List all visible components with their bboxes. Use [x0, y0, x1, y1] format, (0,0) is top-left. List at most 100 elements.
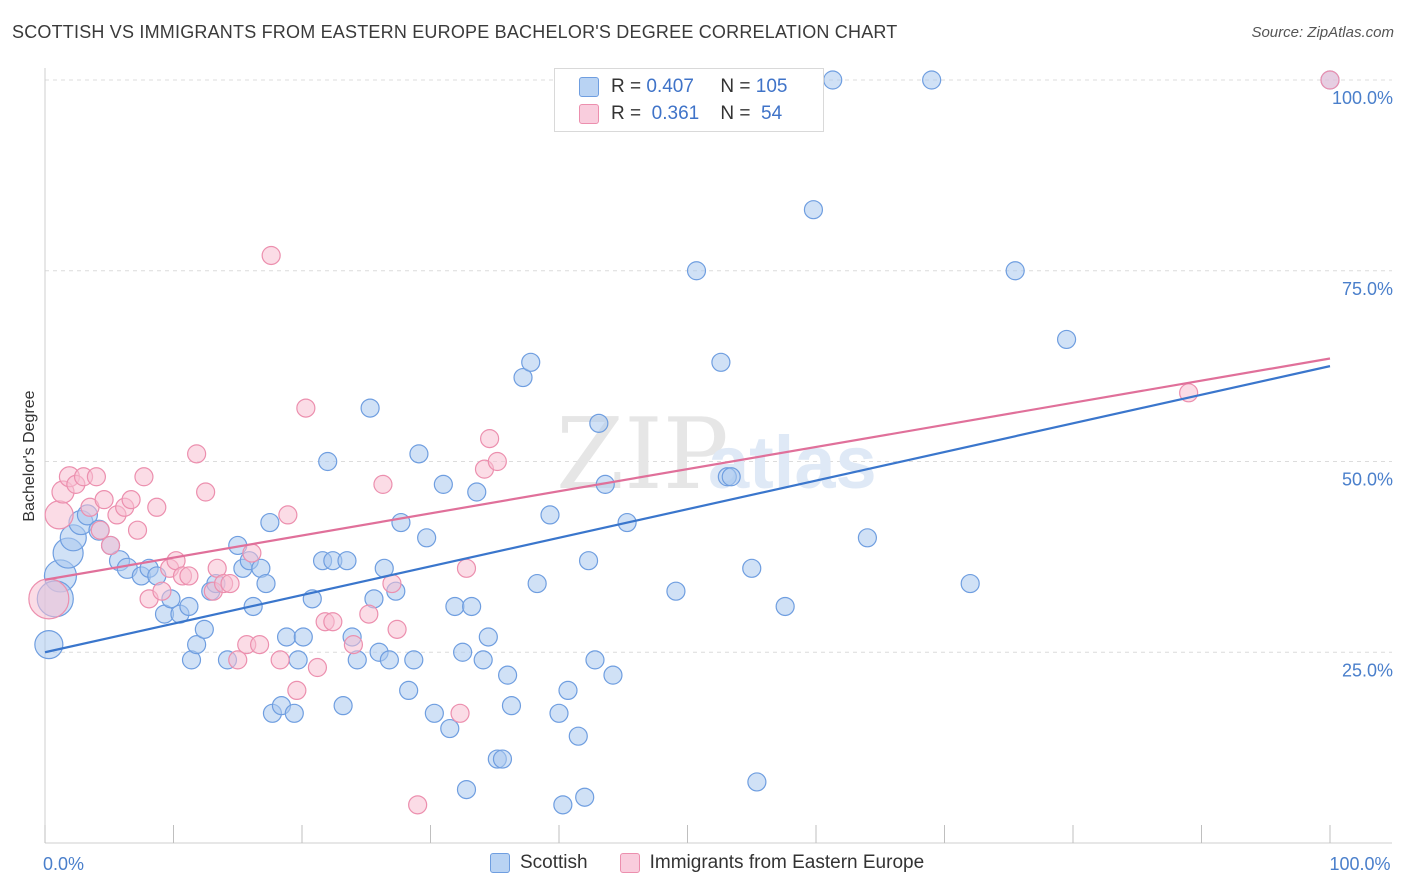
series-legend-label: Scottish	[520, 852, 588, 873]
eastern-europe-point	[220, 573, 240, 594]
scottish-point	[549, 703, 569, 723]
series-legend-scottish[interactable]: Scottish	[490, 852, 588, 874]
trend-lines	[44, 357, 1331, 654]
scottish-point	[467, 482, 487, 502]
scottish-point	[360, 398, 380, 418]
eastern-europe-point	[450, 703, 470, 723]
y-tick-label: 50.0%	[1342, 470, 1393, 490]
scottish-trend-line	[44, 365, 1331, 654]
scottish-point	[288, 650, 308, 670]
x-tick-label: 100.0%	[1329, 854, 1390, 874]
correlation-legend: R = 0.407 N = 105 R = 0.361 N = 54	[554, 68, 824, 132]
legend-r-value: 0.361	[646, 103, 700, 124]
legend-swatch-pink	[619, 853, 640, 873]
eastern-europe-point	[456, 558, 477, 578]
source-label: Source: ZipAtlas.com	[1251, 24, 1394, 41]
scottish-point	[857, 528, 878, 548]
eastern-europe-point	[249, 635, 270, 655]
scottish-point	[775, 596, 795, 617]
scottish-point	[379, 650, 399, 670]
tick-labels: 25.0% 50.0% 75.0% 100.0% 0.0% 100.0%	[43, 88, 1393, 874]
scottish-point	[553, 795, 573, 815]
eastern-europe-point	[134, 467, 154, 487]
eastern-europe-point	[387, 619, 407, 639]
legend-n-value: 54	[755, 103, 783, 124]
scottish-point	[960, 573, 980, 594]
y-tick-label: 25.0%	[1342, 660, 1393, 680]
legend-n-label: N =	[720, 103, 751, 124]
scottish-point	[747, 772, 767, 792]
scottish-point	[256, 573, 276, 594]
eastern-europe-point	[179, 566, 199, 586]
scottish-point	[391, 512, 411, 533]
eastern-europe-point	[1320, 70, 1340, 90]
scottish-point	[284, 703, 304, 723]
scottish-point	[179, 596, 199, 617]
scottish-point	[686, 261, 707, 281]
scottish-point	[922, 70, 942, 90]
eastern-europe-point	[408, 795, 428, 815]
scottish-point	[276, 627, 297, 647]
scottish-point	[803, 200, 824, 220]
scottish-point	[194, 619, 214, 639]
eastern-europe-point	[152, 581, 172, 601]
eastern-europe-point	[343, 635, 363, 655]
legend-swatch-blue	[490, 853, 510, 873]
scottish-point	[521, 352, 541, 372]
scottish-point	[589, 413, 609, 433]
scottish-point	[473, 650, 493, 670]
scottish-point	[711, 352, 731, 372]
legend-swatch-pink	[579, 104, 599, 124]
scottish-point	[399, 680, 419, 701]
gridlines	[45, 79, 1392, 653]
scottish-point	[318, 451, 338, 472]
scottish-point	[666, 581, 686, 601]
scottish-point	[187, 635, 207, 655]
eastern-europe-point	[90, 520, 110, 540]
legend-swatch-blue	[579, 77, 599, 97]
eastern-europe-point	[242, 543, 262, 563]
eastern-europe-point	[86, 467, 107, 487]
scottish-point	[417, 528, 437, 548]
watermark-atlas: atlas	[708, 421, 877, 504]
scottish-point	[462, 596, 482, 617]
scottish-point	[585, 650, 605, 670]
scottish-point	[498, 665, 518, 685]
eastern-europe-point	[121, 490, 141, 510]
scottish-point	[260, 512, 280, 533]
legend-r-label: R =	[611, 103, 642, 124]
scottish-point	[445, 596, 465, 617]
scottish-point	[540, 505, 560, 525]
legend-n-value: 105	[755, 76, 788, 97]
legend-row-eastern-europe: R = 0.361 N = 54	[579, 102, 782, 126]
eastern-europe-point	[196, 482, 216, 502]
eastern-europe-point	[480, 429, 500, 449]
scottish-point	[603, 665, 623, 685]
scottish-point	[1005, 261, 1025, 281]
scottish-point	[578, 551, 599, 571]
watermark-zip: ZIP	[556, 398, 729, 512]
scottish-point	[478, 627, 498, 647]
scottish-point	[337, 551, 357, 571]
series-legend-eastern-europe[interactable]: Immigrants from Eastern Europe	[619, 852, 925, 874]
scottish-point	[433, 474, 453, 494]
scottish-point	[1056, 329, 1077, 350]
scottish-point	[742, 558, 762, 578]
scottish-point	[333, 696, 353, 716]
watermark: ZIP atlas	[556, 398, 877, 512]
scottish-point	[456, 779, 477, 800]
eastern-europe-point	[487, 451, 507, 472]
eastern-europe-point	[94, 490, 114, 510]
scottish-point	[409, 444, 429, 464]
series-legend-label: Immigrants from Eastern Europe	[649, 852, 925, 873]
eastern-europe-point	[44, 500, 74, 530]
legend-n-label: N =	[720, 76, 751, 97]
scottish-point	[501, 696, 522, 716]
y-tick-label: 100.0%	[1332, 88, 1393, 108]
scottish-point	[558, 680, 578, 701]
y-axis-label: Bachelor's Degree	[21, 390, 38, 521]
legend-r-label: R =	[611, 76, 642, 97]
scottish-point	[404, 650, 424, 670]
eastern-europe-point	[228, 650, 248, 670]
